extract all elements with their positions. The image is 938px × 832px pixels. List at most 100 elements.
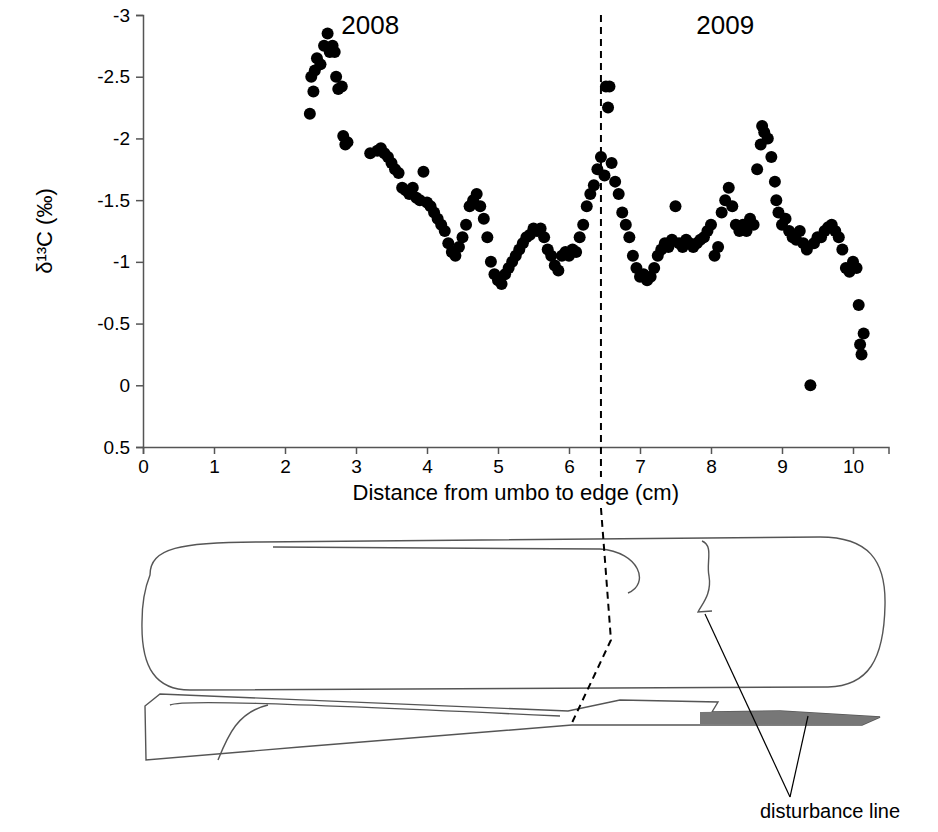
chart: 012345678910-3-2.5-2-1.5-1-0.500.5Distan… bbox=[0, 0, 938, 832]
data-point bbox=[705, 219, 717, 231]
x-tick-label: 9 bbox=[777, 456, 788, 477]
data-point bbox=[627, 250, 639, 262]
data-point bbox=[570, 246, 582, 258]
y-tick: -2.5 bbox=[97, 66, 143, 87]
data-point bbox=[751, 163, 763, 175]
x-tick-mark bbox=[569, 447, 571, 454]
disturbance-line-drawn bbox=[698, 541, 712, 612]
data-point bbox=[762, 132, 774, 144]
y-tick-label: -0.5 bbox=[97, 313, 130, 334]
x-tick: 2 bbox=[280, 447, 291, 477]
x-tick: 7 bbox=[635, 447, 646, 477]
x-tick-label: 5 bbox=[493, 456, 504, 477]
data-point bbox=[780, 213, 792, 225]
x-tick: 9 bbox=[777, 447, 788, 477]
x-tick-mark bbox=[356, 447, 358, 454]
x-tick-label: 6 bbox=[564, 456, 575, 477]
section-line bbox=[170, 703, 560, 716]
x-tick-label: 4 bbox=[422, 456, 433, 477]
drawing-label: disturbance line bbox=[760, 800, 900, 822]
data-point bbox=[481, 231, 493, 243]
data-point bbox=[341, 136, 353, 148]
data-point bbox=[417, 166, 429, 178]
x-tick-label: 1 bbox=[209, 456, 220, 477]
x-tick: 8 bbox=[706, 447, 717, 477]
x-tick-mark bbox=[853, 447, 855, 454]
x-axis-line bbox=[144, 448, 890, 455]
y-tick: -0.5 bbox=[97, 313, 143, 334]
data-point bbox=[833, 231, 845, 243]
x-tick-mark bbox=[498, 447, 500, 454]
x-tick-mark bbox=[214, 447, 216, 454]
x-tick: 5 bbox=[493, 447, 504, 477]
data-point bbox=[856, 348, 868, 360]
y-tick-mark bbox=[136, 385, 143, 387]
shell-outline bbox=[142, 537, 885, 690]
y-axis-line bbox=[136, 16, 144, 448]
y-tick: -2 bbox=[113, 128, 143, 149]
data-point bbox=[574, 231, 586, 243]
data-point bbox=[603, 81, 615, 93]
data-point bbox=[552, 264, 564, 276]
data-point bbox=[602, 102, 614, 114]
x-tick-mark bbox=[711, 447, 713, 454]
data-point bbox=[748, 219, 760, 231]
x-tick: 4 bbox=[422, 447, 433, 477]
section-shade bbox=[700, 711, 880, 725]
data-point bbox=[620, 219, 632, 231]
data-point bbox=[716, 206, 728, 218]
y-tick-mark bbox=[136, 200, 143, 202]
data-point bbox=[577, 219, 589, 231]
y-tick: 0 bbox=[119, 375, 143, 396]
x-tick: 1 bbox=[209, 447, 220, 477]
y-tick-mark bbox=[136, 76, 143, 78]
y-tick-mark bbox=[136, 262, 143, 264]
x-tick-label: 2 bbox=[280, 456, 291, 477]
data-point bbox=[393, 167, 405, 179]
data-point bbox=[336, 81, 348, 93]
y-tick-label: -2 bbox=[113, 128, 130, 149]
plot-area bbox=[304, 15, 870, 447]
data-point bbox=[726, 200, 738, 212]
boundary-extension bbox=[600, 447, 602, 477]
y-tick: -1 bbox=[113, 251, 143, 272]
leader-line bbox=[705, 614, 790, 797]
data-point bbox=[538, 231, 550, 243]
year-boundary-line bbox=[600, 15, 602, 447]
shell-drawing bbox=[142, 447, 885, 797]
data-point bbox=[712, 241, 724, 253]
data-point bbox=[307, 86, 319, 98]
y-tick-label: -2.5 bbox=[97, 66, 130, 87]
shell-section bbox=[145, 694, 880, 760]
y-tick-mark bbox=[136, 15, 143, 17]
data-point bbox=[616, 206, 628, 218]
data-point bbox=[851, 262, 863, 274]
data-point bbox=[485, 256, 497, 268]
data-point bbox=[858, 327, 870, 339]
data-point bbox=[595, 151, 607, 163]
data-point bbox=[836, 244, 848, 256]
y-axis: -3 -2.5 -2 -1.5 -1 -0.5 0 0.5 bbox=[97, 5, 143, 458]
x-tick: 3 bbox=[351, 447, 362, 477]
data-point bbox=[322, 28, 334, 40]
data-point bbox=[609, 176, 621, 188]
x-tick-mark bbox=[285, 447, 287, 454]
data-point bbox=[315, 58, 327, 70]
data-point bbox=[474, 200, 486, 212]
data-point bbox=[670, 200, 682, 212]
data-point bbox=[599, 169, 611, 181]
year-label: 2009 bbox=[696, 10, 754, 40]
y-tick-mark bbox=[136, 447, 143, 449]
y-tick: -3 bbox=[113, 5, 143, 26]
x-tick-mark bbox=[640, 447, 642, 454]
x-tick: 0 bbox=[138, 447, 149, 477]
y-tick-label: -1.5 bbox=[97, 190, 130, 211]
data-point bbox=[769, 176, 781, 188]
data-point bbox=[794, 225, 806, 237]
x-axis-title: Distance from umbo to edge (cm) bbox=[353, 480, 679, 505]
x-tick-label: 8 bbox=[706, 456, 717, 477]
y-tick-label: 0 bbox=[119, 375, 130, 396]
x-tick-mark bbox=[782, 447, 784, 454]
year-label: 2008 bbox=[341, 10, 399, 40]
y-tick-label: 0.5 bbox=[104, 437, 130, 458]
